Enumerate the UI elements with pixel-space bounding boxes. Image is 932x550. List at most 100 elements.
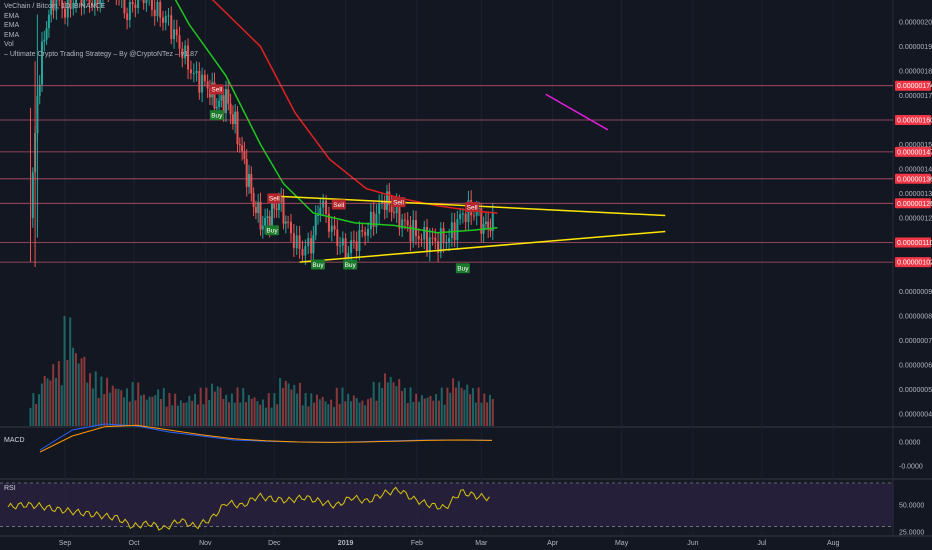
- candle-body: [423, 227, 426, 240]
- time-axis-tick: May: [615, 540, 629, 547]
- volume-bar: [347, 393, 350, 426]
- volume-bar: [213, 391, 216, 426]
- candle-body: [489, 228, 492, 231]
- candle-body: [327, 213, 330, 232]
- volume-bar: [307, 406, 310, 426]
- volume-bar: [74, 353, 77, 426]
- candle-body: [126, 13, 129, 20]
- candle-body: [307, 238, 310, 247]
- legend-vol[interactable]: Vol: [4, 41, 14, 48]
- level-price-tag: [895, 146, 931, 157]
- level-price-label: 0.00000136: [897, 176, 932, 183]
- candle-body: [45, 28, 48, 40]
- volume-bar: [259, 404, 262, 426]
- volume-bar: [460, 387, 463, 426]
- volume-bar: [276, 404, 279, 426]
- volume-bar: [108, 392, 111, 426]
- candle-body: [222, 95, 225, 114]
- volume-bar: [315, 394, 318, 426]
- candle-body: [184, 45, 187, 59]
- candle-body: [150, 0, 153, 10]
- candle-body: [406, 220, 409, 226]
- volume-bar: [176, 405, 179, 426]
- legend-ema-3[interactable]: EMA: [4, 31, 20, 39]
- volume-bar: [273, 393, 276, 426]
- volume-bar: [100, 376, 103, 426]
- volume-bar: [367, 399, 370, 426]
- candle-body: [215, 107, 218, 109]
- candle-body: [252, 193, 255, 207]
- candle-body: [369, 211, 372, 230]
- volume-bar: [332, 407, 335, 426]
- candle-body: [55, 0, 58, 11]
- volume-bar: [369, 397, 372, 426]
- macd-axis-tick: 0.0000: [899, 440, 921, 447]
- volume-bar: [349, 401, 352, 426]
- candle-body: [153, 9, 156, 16]
- legend-strategy[interactable]: – Ultimate Crypto Trading Strategy – By …: [4, 50, 198, 58]
- volume-bar: [358, 402, 361, 426]
- volume-bar: [384, 373, 387, 426]
- volume-bar: [480, 402, 483, 426]
- volume-bar: [293, 384, 296, 426]
- candle-body: [220, 95, 223, 101]
- volume-bar: [131, 382, 134, 426]
- candle-body: [390, 204, 393, 212]
- volume-bar: [488, 394, 491, 426]
- level-price-label: 0.00000126: [897, 201, 932, 208]
- volume-bar: [412, 402, 415, 426]
- volume-bar: [463, 389, 466, 426]
- volume-bar: [63, 316, 66, 426]
- candle-body: [93, 0, 96, 6]
- volume-bar: [435, 394, 438, 426]
- volume-bar: [389, 376, 392, 426]
- candle-body: [236, 111, 239, 145]
- volume-bar: [191, 400, 194, 426]
- volume-bar: [120, 390, 123, 426]
- volume-bar: [57, 361, 60, 426]
- volume-bar: [134, 400, 137, 426]
- legend-ema-2[interactable]: EMA: [4, 22, 20, 29]
- time-axis-tick: Apr: [547, 540, 559, 547]
- candle-body: [264, 217, 267, 226]
- candle-body: [241, 145, 244, 152]
- volume-bar: [429, 395, 432, 426]
- volume-bar: [466, 384, 469, 426]
- time-axis-tick: Oct: [129, 540, 140, 547]
- volume-bar: [262, 399, 265, 426]
- candle-body: [412, 220, 415, 242]
- buy-signal-badge: [265, 225, 279, 236]
- candle-body: [266, 216, 269, 218]
- candle-body: [38, 84, 41, 96]
- volume-bar: [361, 400, 364, 426]
- volume-bar: [364, 405, 367, 426]
- legend-ema-1[interactable]: EMA: [4, 12, 20, 20]
- candle-body: [333, 225, 336, 230]
- candle-body: [137, 0, 140, 8]
- candle-body: [442, 228, 445, 244]
- candle-body: [238, 144, 241, 146]
- volume-bar: [474, 402, 477, 426]
- volume-bar: [60, 385, 63, 426]
- candle-body: [330, 225, 333, 232]
- candle-body: [167, 15, 170, 17]
- volume-bar: [196, 404, 199, 426]
- volume-bar: [159, 399, 162, 426]
- candle-body: [386, 191, 388, 210]
- candle-body: [195, 70, 198, 74]
- candle-body: [417, 235, 420, 240]
- buy-signal-badge: [209, 110, 224, 121]
- candle-body: [170, 15, 173, 40]
- buy-signal-label: Buy: [266, 228, 278, 235]
- candle-body: [344, 238, 347, 259]
- volume-bar: [114, 388, 117, 426]
- buy-signal-badge: [343, 259, 358, 270]
- candle-body: [173, 29, 176, 40]
- candle-body: [275, 208, 278, 211]
